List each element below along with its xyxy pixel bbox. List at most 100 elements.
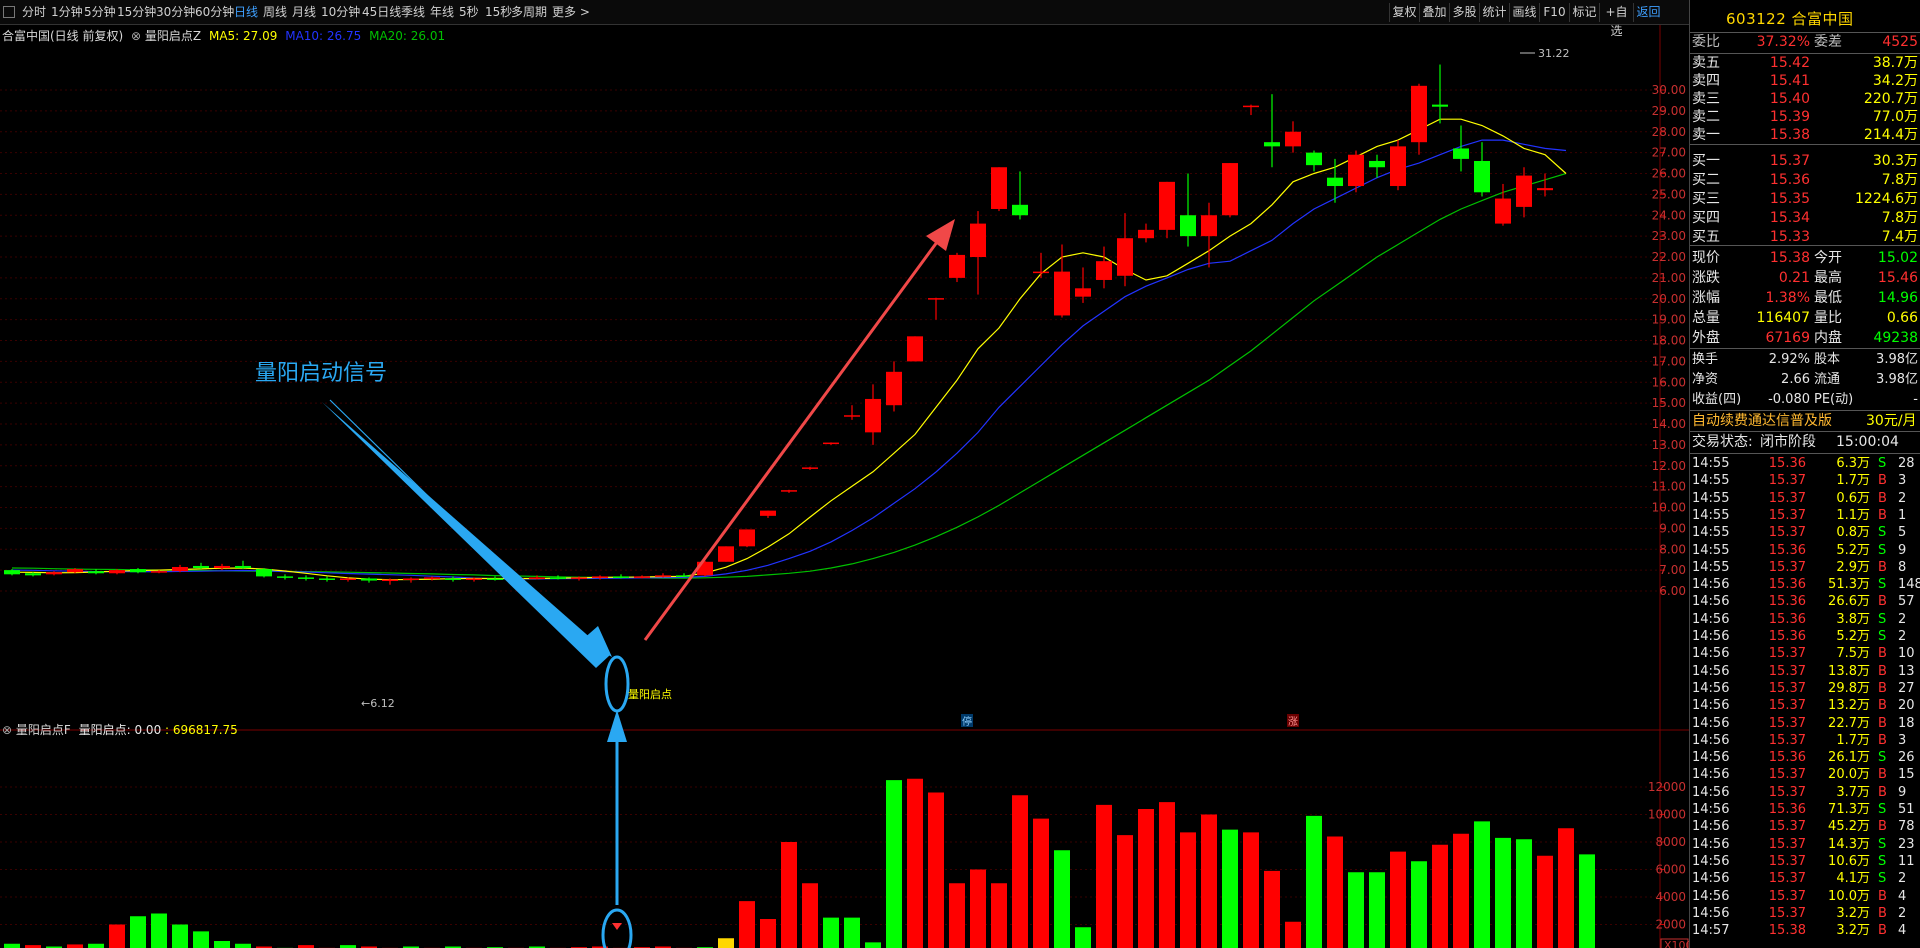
tick-side-0: S <box>1878 456 1887 471</box>
stat-value-b-0: 15.02 <box>1877 250 1918 266</box>
tick-row-21: 14:56 15.37 45.2万 B 78 <box>1690 818 1920 836</box>
candle-body-6 <box>130 569 146 573</box>
bid-row-3: 买四 15.34 7.8万 <box>1690 208 1920 228</box>
tick-time-4: 14:55 <box>1692 525 1730 541</box>
stat-label-b-1: 最高 <box>1814 270 1842 286</box>
tick-side-17: S <box>1878 750 1887 766</box>
candle-body-42 <box>886 371 902 406</box>
tick-time-18: 14:56 <box>1692 767 1730 783</box>
period-tab-3[interactable]: 15分钟 <box>117 5 157 19</box>
price-chart[interactable]: 6.00 7.00 8.00 9.00 10.00 11.00 12.00 13.00 14.0… <box>0 25 1689 948</box>
period-tab-13[interactable]: 5秒 <box>459 5 479 19</box>
tick-volume-20: 71.3万 <box>1828 802 1870 817</box>
promo-row[interactable]: 自动续费通达信普及版 30元/月 <box>1690 411 1920 431</box>
period-tab-7[interactable]: 周线 <box>263 5 288 19</box>
tick-price-7: 15.36 <box>1768 577 1806 593</box>
tick-price-4: 15.37 <box>1768 525 1806 541</box>
volume-unit-box <box>1660 938 1689 948</box>
period-tab-9[interactable]: 10分钟 <box>321 5 361 19</box>
period-tab-5[interactable]: 60分钟 <box>195 5 235 19</box>
period-tab-1[interactable]: 1分钟 <box>51 5 83 19</box>
volume-bar-46 <box>970 869 986 948</box>
tick-side-21: B <box>1878 819 1887 835</box>
volume-bar-53 <box>1117 835 1133 948</box>
tick-row-27: 14:57 15.38 3.2万 B 4 <box>1690 922 1920 940</box>
indicator-name[interactable]: 量阳启点Z <box>144 29 202 43</box>
toolbar-btn-8[interactable]: 返回 <box>1633 3 1663 22</box>
tick-count-27: 4 <box>1898 923 1907 939</box>
candle-body-28 <box>592 576 608 578</box>
period-tab-11[interactable]: 季线 <box>401 5 426 19</box>
vol-tick-label-3: 8000 <box>1655 835 1686 849</box>
fund-value-b-0: 3.98亿 <box>1876 352 1918 367</box>
tick-count-12: 13 <box>1898 663 1915 679</box>
tick-count-25: 4 <box>1898 888 1907 904</box>
tick-row-2: 14:55 15.37 0.6万 B 2 <box>1690 490 1920 508</box>
price-tick-label-3: 9.00 <box>1659 521 1686 535</box>
volume-bar-45 <box>949 883 965 948</box>
period-tab-10[interactable]: 45日线 <box>362 5 402 19</box>
volume-bar-17 <box>361 946 377 948</box>
promo-text[interactable]: 自动续费通达信普及版 <box>1692 413 1832 429</box>
toolbar-btn-7[interactable]: +自选 <box>1599 3 1633 38</box>
period-tab-15[interactable]: 多周期 <box>511 5 548 19</box>
toolbar-btn-3[interactable]: 统计 <box>1479 3 1509 22</box>
candle-body-27 <box>571 577 587 579</box>
volume-bar-56 <box>1180 832 1196 948</box>
tick-volume-25: 10.0万 <box>1828 888 1870 904</box>
bid-price-3: 15.34 <box>1769 210 1810 226</box>
stat-label-a-4: 外盘 <box>1692 330 1720 346</box>
toolbar-btn-6[interactable]: 标记 <box>1569 3 1599 22</box>
stat-row-2: 涨幅 1.38% 最低 14.96 <box>1690 288 1920 308</box>
fund-value-b-2: - <box>1913 392 1918 407</box>
candle-body-60 <box>1264 142 1280 147</box>
tick-time-1: 14:55 <box>1692 473 1730 489</box>
tick-row-8: 14:56 15.36 26.6万 B 57 <box>1690 593 1920 611</box>
tick-side-6: B <box>1878 559 1887 575</box>
volume-bar-34 <box>718 938 734 948</box>
period-tab-6[interactable]: 日线 <box>234 5 259 19</box>
tick-price-8: 15.36 <box>1768 594 1806 610</box>
period-tab-0[interactable]: 分时 <box>22 5 47 19</box>
period-tab-14[interactable]: 15秒 <box>485 5 513 19</box>
candle-body-59 <box>1243 105 1259 108</box>
tick-side-12: B <box>1878 663 1887 679</box>
candle-body-47 <box>991 167 1007 209</box>
tick-price-10: 15.36 <box>1768 629 1806 644</box>
tick-row-10: 14:56 15.36 5.2万 S 2 <box>1690 628 1920 646</box>
toolbar-collapse-button[interactable] <box>3 6 15 18</box>
volume-bar-5 <box>109 924 125 948</box>
candle-body-35 <box>739 529 755 547</box>
period-tab-2[interactable]: 5分钟 <box>84 5 116 19</box>
tick-count-0: 28 <box>1898 456 1915 471</box>
tick-side-26: B <box>1878 905 1887 921</box>
vol-tick-label-5: 12000 <box>1648 780 1686 794</box>
period-tab-12[interactable]: 年线 <box>430 5 455 19</box>
toolbar-btn-4[interactable]: 画线 <box>1509 3 1539 22</box>
toolbar-btn-5[interactable]: F10 <box>1539 3 1569 22</box>
period-tab-8[interactable]: 月线 <box>292 5 317 19</box>
fund-label-a-1: 净资 <box>1692 372 1719 387</box>
fund-row-1: 净资 2.66 流通 3.98亿 <box>1690 370 1920 390</box>
tick-time-13: 14:56 <box>1692 680 1730 696</box>
toolbar-btn-2[interactable]: 多股 <box>1449 3 1479 22</box>
candle-body-4 <box>88 571 104 574</box>
sub-indicator-icon[interactable]: ⊗ <box>2 723 13 737</box>
sub-indicator-name[interactable]: 量阳启点F <box>15 723 71 737</box>
ask-row-2: 卖三 15.40 220.7万 <box>1690 89 1920 109</box>
volume-bar-71 <box>1495 837 1511 948</box>
toolbar-btn-1[interactable]: 叠加 <box>1419 3 1449 22</box>
period-tab-16[interactable]: 更多 > <box>552 5 590 19</box>
period-tab-4[interactable]: 30分钟 <box>156 5 196 19</box>
tick-time-26: 14:56 <box>1692 905 1730 921</box>
tick-count-26: 2 <box>1898 905 1907 921</box>
indicator-settings-icon[interactable]: ⊗ <box>131 29 142 43</box>
bid-price-4: 15.33 <box>1769 229 1810 245</box>
tick-count-14: 20 <box>1898 698 1915 714</box>
tick-side-13: B <box>1878 680 1887 696</box>
tick-side-23: S <box>1878 853 1887 869</box>
promo-price[interactable]: 30元/月 <box>1866 413 1917 429</box>
toolbar-btn-0[interactable]: 复权 <box>1389 3 1419 22</box>
volume-bar-72 <box>1516 839 1532 948</box>
